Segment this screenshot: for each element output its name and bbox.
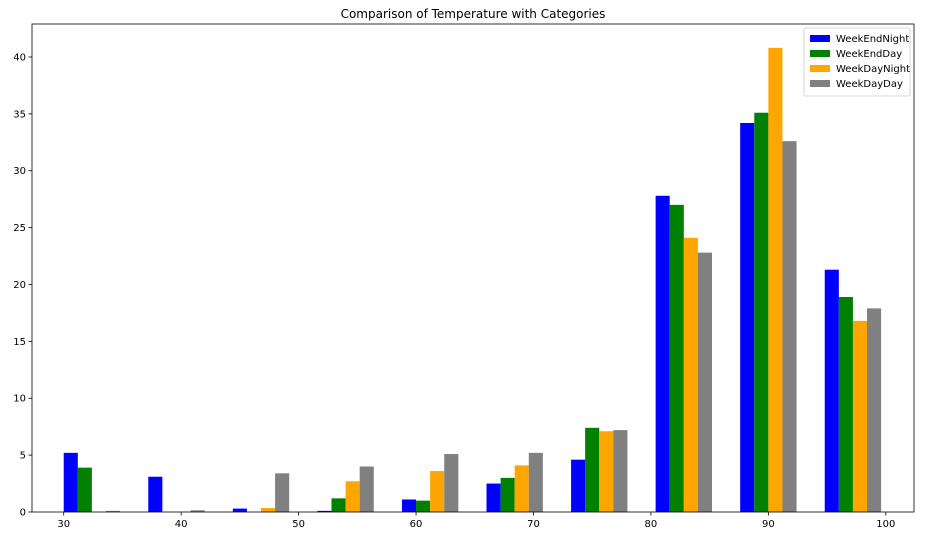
y-tick-label-7: 35: [13, 109, 26, 120]
bar-WeekEndNight-6: [571, 459, 586, 512]
bar-WeekEndDay-4: [416, 500, 431, 512]
legend-swatch-WeekEndDay: [810, 50, 830, 57]
legend-label-WeekDayDay: WeekDayDay: [836, 79, 903, 90]
bar-WeekDayNight-2: [261, 508, 276, 512]
bar-WeekDayDay-3: [359, 466, 374, 512]
bar-WeekEndDay-0: [77, 467, 92, 512]
bar-WeekDayDay-8: [782, 141, 797, 513]
bar-WeekEndDay-8: [754, 112, 769, 512]
x-tick-label-6: 90: [762, 519, 775, 530]
bar-WeekDayNight-6: [599, 431, 614, 512]
chart-title: Comparison of Temperature with Categorie…: [341, 7, 606, 21]
bar-WeekDayDay-9: [867, 308, 882, 512]
axes-layer: 30 40 50 60 70 80 90 100 0 5 10 15 20 25 30 35 40: [13, 23, 915, 530]
bar-WeekEndDay-6: [585, 427, 600, 512]
bar-WeekEndDay-3: [331, 498, 346, 512]
plot-frame: [31, 23, 915, 513]
bar-WeekEndNight-8: [740, 122, 755, 512]
bar-WeekDayDay-1: [190, 510, 205, 512]
legend: WeekEndNight WeekEndDay WeekDayNight WeekDa…: [803, 27, 911, 97]
bars-layer: [63, 47, 882, 513]
y-tick-label-0: 0: [20, 508, 26, 519]
legend-swatch-WeekDayDay: [810, 80, 830, 87]
legend-swatch-WeekDayNight: [810, 65, 830, 72]
y-tick-label-1: 5: [20, 451, 26, 462]
bar-WeekEndDay-5: [500, 477, 515, 512]
bar-WeekEndDay-7: [669, 204, 684, 512]
bar-WeekEndNight-7: [655, 195, 670, 512]
legend-label-WeekDayNight: WeekDayNight: [836, 64, 910, 75]
bar-WeekEndNight-3: [317, 510, 332, 512]
x-tick-label-5: 80: [645, 519, 658, 530]
legend-label-WeekEndNight: WeekEndNight: [836, 34, 909, 45]
bar-WeekDayDay-5: [528, 452, 543, 512]
bar-WeekDayDay-0: [105, 510, 121, 512]
bar-WeekEndNight-4: [401, 499, 417, 512]
x-tick-label-2: 50: [292, 519, 305, 530]
bar-WeekDayDay-6: [613, 430, 628, 512]
bar-WeekDayDay-2: [275, 473, 290, 512]
y-tick-label-4: 20: [13, 280, 26, 291]
bar-WeekEndNight-5: [486, 483, 501, 512]
x-tick-label-0: 30: [57, 519, 70, 530]
bar-WeekEndNight-2: [232, 508, 247, 512]
bar-WeekDayNight-7: [683, 237, 698, 513]
x-tick-label-4: 70: [527, 519, 540, 530]
x-tick-label-7: 100: [876, 519, 895, 530]
y-tick-label-8: 40: [13, 52, 26, 63]
bar-WeekDayNight-9: [852, 320, 868, 512]
bar-WeekDayDay-7: [697, 252, 712, 512]
bar-WeekEndNight-0: [63, 452, 78, 512]
y-tick-label-6: 30: [13, 166, 26, 177]
bar-WeekEndNight-9: [824, 269, 839, 512]
bar-WeekDayNight-3: [345, 481, 360, 512]
bar-WeekEndNight-1: [148, 476, 163, 512]
bar-WeekDayNight-5: [514, 465, 529, 512]
bar-WeekDayNight-8: [768, 47, 783, 512]
x-tick-label-3: 60: [410, 519, 423, 530]
y-tick-label-5: 25: [13, 223, 26, 234]
legend-label-WeekEndDay: WeekEndDay: [836, 49, 902, 60]
bar-WeekDayDay-4: [444, 453, 459, 512]
x-tick-label-1: 40: [175, 519, 188, 530]
bar-WeekEndDay-9: [838, 297, 853, 512]
bar-WeekDayNight-4: [430, 471, 445, 512]
legend-box: [803, 27, 911, 97]
legend-swatch-WeekEndNight: [810, 35, 830, 42]
y-tick-label-2: 10: [13, 394, 26, 405]
y-tick-label-3: 15: [13, 337, 26, 348]
